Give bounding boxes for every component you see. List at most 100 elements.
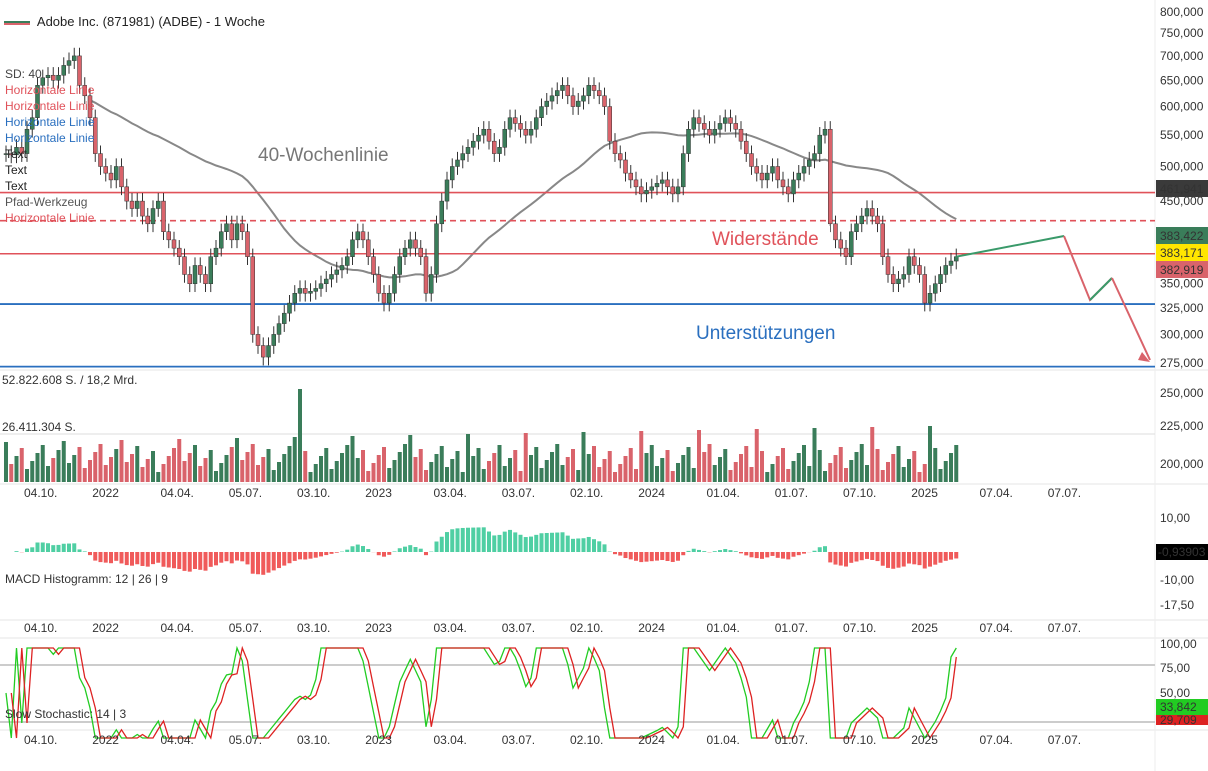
candle-body — [198, 265, 203, 275]
candle-body — [366, 239, 371, 257]
macd-bar — [665, 552, 670, 562]
volume-bar — [135, 446, 140, 482]
price-badge-label: 383,422 — [1160, 229, 1204, 243]
candle — [502, 121, 507, 156]
macd-bar — [812, 550, 817, 552]
candle-body — [61, 65, 66, 76]
volume-bar — [124, 462, 129, 482]
candle — [192, 257, 198, 293]
macd-bar — [292, 552, 297, 561]
candle — [402, 240, 408, 266]
candle-body — [948, 260, 954, 266]
candle — [828, 121, 833, 233]
macd-bar — [838, 552, 843, 566]
volume-bar — [639, 431, 644, 482]
macd-bar — [166, 552, 171, 568]
support-label: Unterstützungen — [696, 323, 835, 344]
macd-bar — [98, 552, 103, 563]
macd-bar — [518, 534, 523, 552]
volume-bar — [854, 452, 859, 482]
macd-bar — [135, 552, 140, 565]
macd-bar — [933, 552, 938, 565]
candle-body — [444, 179, 450, 202]
volume-bar — [628, 448, 633, 482]
candle-body — [791, 179, 796, 195]
candle — [513, 109, 518, 132]
candle-body — [649, 186, 654, 191]
candle-body — [933, 283, 938, 294]
candle-body — [717, 123, 723, 130]
x-tick-label: 03.07. — [502, 733, 535, 747]
macd-bar — [644, 552, 649, 562]
candle-body — [780, 179, 786, 188]
candle-body — [749, 153, 754, 167]
candle-body — [156, 200, 161, 209]
macd-bar — [177, 552, 182, 569]
candle — [775, 158, 780, 189]
candle — [35, 77, 40, 127]
candle — [933, 275, 938, 302]
macd-bar — [865, 552, 869, 559]
candle-body — [376, 274, 381, 294]
macd-bar — [597, 541, 602, 552]
macd-bar — [592, 539, 596, 552]
macd-bar — [681, 552, 686, 556]
overlay-item: Text — [5, 147, 28, 161]
macd-bar — [182, 552, 187, 571]
macd-bar — [854, 552, 859, 562]
macd-bar — [712, 551, 717, 552]
candle-body — [922, 274, 927, 304]
volume-bar — [686, 447, 691, 482]
volume-bar — [518, 471, 523, 482]
candle — [586, 77, 591, 105]
candle — [381, 285, 387, 312]
candle — [696, 109, 702, 132]
x-tick-label: 03.10. — [297, 486, 330, 500]
volume-bar — [282, 454, 287, 482]
candle-body — [292, 293, 297, 304]
macd-bar — [686, 550, 691, 552]
path-tool-down — [1111, 277, 1151, 361]
macd-bar — [56, 544, 61, 552]
x-tick-label: 04.04. — [161, 486, 194, 500]
volume-bar — [597, 467, 602, 482]
candle-body — [103, 166, 108, 174]
stoch-d-badge — [1156, 715, 1208, 725]
x-tick-label: 2024 — [638, 486, 665, 500]
candle — [759, 165, 765, 189]
stoch-d-current: 29,709 — [1160, 713, 1197, 727]
candle-body — [308, 291, 313, 294]
candle-body — [182, 256, 187, 275]
candle — [938, 266, 943, 293]
candle — [717, 115, 723, 138]
candle-body — [744, 140, 749, 154]
macd-tick-label: 10,00 — [1160, 511, 1190, 525]
chart-title: Adobe Inc. (871981) (ADBE) - 1 Woche — [36, 14, 266, 29]
candle — [670, 178, 675, 203]
macd-bar — [334, 552, 339, 553]
volume-bar — [67, 463, 71, 482]
volume-bar — [634, 469, 638, 482]
price-tick-label: 750,000 — [1160, 26, 1204, 40]
candle — [423, 248, 429, 302]
candle — [807, 151, 812, 175]
volume-bar — [859, 444, 864, 482]
stoch-label: Slow Stochastic: 14 | 3 — [5, 707, 127, 721]
macd-bar — [744, 552, 749, 556]
macd-bar — [523, 537, 528, 552]
macd-bar — [728, 550, 733, 552]
candle — [282, 305, 287, 332]
volume-bar — [392, 460, 397, 482]
macd-bar — [413, 547, 418, 552]
candle — [460, 145, 465, 169]
volume-bar — [922, 464, 927, 482]
volume-bar — [550, 452, 554, 482]
macd-bar — [550, 532, 554, 552]
volume-bar — [397, 452, 402, 482]
macd-bar — [508, 529, 512, 552]
volume-bar — [250, 444, 255, 482]
stoch-k-badge — [1156, 699, 1208, 715]
x-tick-label: 01.07. — [775, 621, 808, 635]
macd-bar — [72, 543, 77, 552]
